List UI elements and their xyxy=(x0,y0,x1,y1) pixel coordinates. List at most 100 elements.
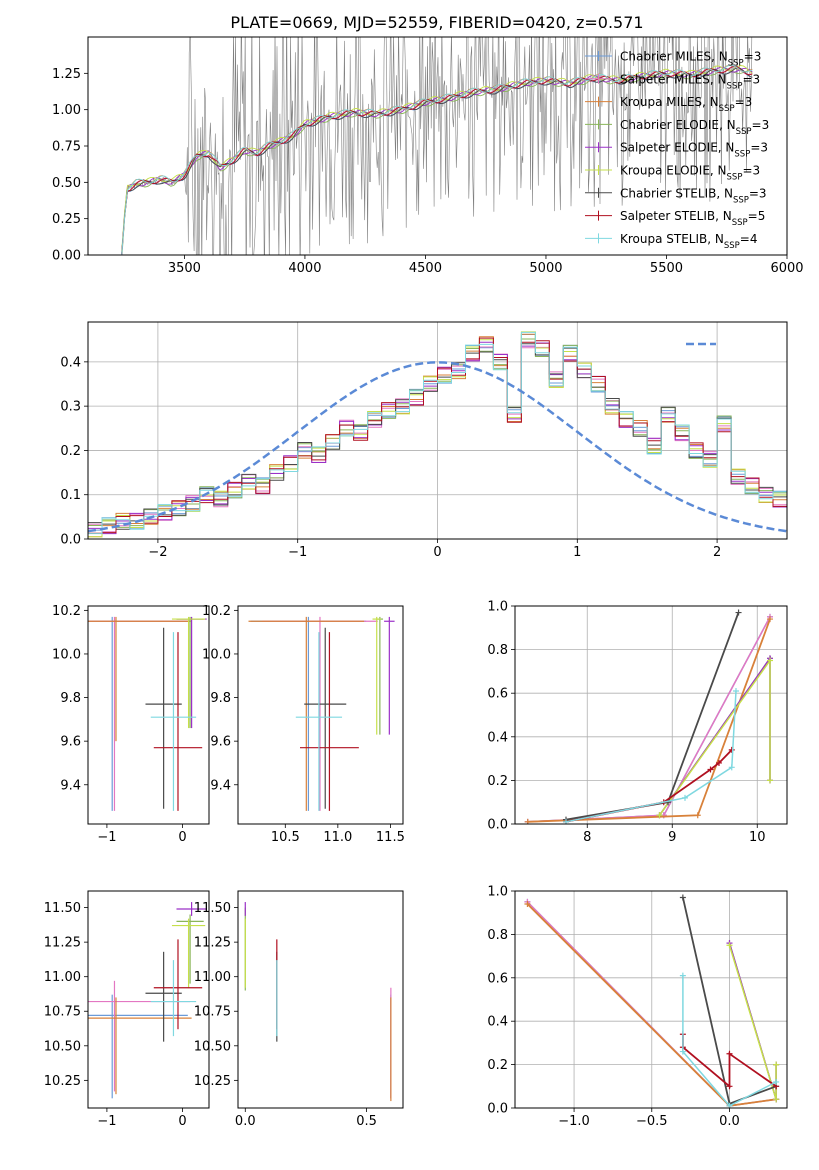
panel-massweight-vs-age: 8 9 10 0.0 0.2 0.4 0.6 0.8 1.0 xyxy=(487,600,788,845)
mass-weight-marker xyxy=(694,812,701,819)
plot-area-residuals xyxy=(88,331,787,539)
x-tick-label: 11.0 xyxy=(323,830,352,845)
y-tick-label: 11.25 xyxy=(44,936,81,951)
y-tick-label: 1.00 xyxy=(52,103,81,118)
x-tick-label: −2 xyxy=(148,545,167,560)
y-tick-label: 11.50 xyxy=(44,901,81,916)
mass-weight-marker xyxy=(767,616,773,623)
x-tick-label: 4000 xyxy=(288,261,321,276)
y-tick-label: 0.2 xyxy=(487,774,508,789)
x-tick-label: 0.0 xyxy=(235,1114,256,1129)
mass-weight-marker xyxy=(773,1096,780,1103)
y-tick-label: 9.8 xyxy=(210,691,231,706)
legend-subscript: SSP xyxy=(733,195,749,205)
axes-frame xyxy=(514,605,788,825)
x-tick-label: 10.5 xyxy=(271,830,300,845)
mass-weight-line xyxy=(565,749,733,823)
y-tick-label: 10.75 xyxy=(44,1005,81,1020)
y-tick-label: 0.00 xyxy=(52,249,81,264)
y-tick-label: 0.1 xyxy=(60,488,81,503)
y-tick-label: 10.0 xyxy=(202,647,231,662)
legend-nssp: =3 xyxy=(735,95,753,109)
x-tick-label: 5000 xyxy=(529,261,562,276)
x-tick-label: 0.5 xyxy=(356,1114,377,1129)
mass-weight-marker xyxy=(728,746,735,753)
legend-nssp: =3 xyxy=(752,118,770,132)
mass-weight-marker xyxy=(767,657,773,664)
y-tick-label: 9.4 xyxy=(210,778,231,793)
plot-area-massweight-vs-Z xyxy=(524,894,780,1108)
axes-frame xyxy=(237,605,404,825)
mass-weight-marker xyxy=(679,1048,686,1055)
mass-weight-line xyxy=(728,945,777,1100)
panel-mass-vs-EBV: 0.0 0.5 10.25 10.50 10.75 11.00 11.25 11.50 xyxy=(194,890,404,1129)
y-tick-label: 10.2 xyxy=(202,604,231,619)
y-tick-label: 0.2 xyxy=(60,444,81,459)
legend-subscript: SSP xyxy=(727,81,743,91)
y-tick-label: 11.50 xyxy=(194,901,231,916)
y-tick-label: 1.25 xyxy=(52,67,81,82)
x-tick-label: 1 xyxy=(573,545,581,560)
legend-nssp: =5 xyxy=(748,209,766,223)
mass-weight-marker xyxy=(707,766,714,773)
legend-label: Salpeter MILES, NSSP=3 xyxy=(620,72,760,91)
y-tick-label: 11.25 xyxy=(194,936,231,951)
y-tick-label: 0.75 xyxy=(52,140,81,155)
y-tick-label: 0.4 xyxy=(60,355,81,370)
mass-weight-line xyxy=(658,658,771,816)
axes-frame xyxy=(237,890,404,1109)
legend-label: Kroupa ELODIE, NSSP=3 xyxy=(620,164,760,183)
plot-area-mass-vs-Z xyxy=(88,902,207,1099)
mass-weight-marker xyxy=(726,942,733,949)
gaussian-curve xyxy=(88,361,787,533)
y-tick-label: 11.00 xyxy=(44,970,81,985)
model-spectrum-line xyxy=(121,65,753,255)
y-tick-label: 0.4 xyxy=(487,1015,508,1030)
x-tick-label: 6000 xyxy=(770,261,803,276)
x-tick-label: −1 xyxy=(97,830,116,845)
panel-spectrum: 3500 4000 4500 5000 5500 6000 0.00 0.25 0.50 0.75… xyxy=(52,36,804,276)
x-tick-label: 0 xyxy=(178,830,186,845)
panel-age-vs-mass: 10.5 11.0 11.5 9.4 9.6 9.8 10.0 10.2 xyxy=(202,604,405,845)
x-tick-label: 8 xyxy=(583,830,591,845)
plot-area-spectrum xyxy=(121,37,753,255)
legend-label: Salpeter STELIB, NSSP=5 xyxy=(620,209,765,228)
x-tick-label: −1 xyxy=(97,1114,116,1129)
mass-weight-marker xyxy=(524,901,531,908)
legend-nssp: =3 xyxy=(744,50,762,64)
mass-weight-line xyxy=(565,690,737,823)
y-tick-label: 0.50 xyxy=(52,176,81,191)
legend-label: Kroupa STELIB, NSSP=4 xyxy=(620,232,758,251)
legend-nssp: =4 xyxy=(740,232,758,246)
plot-area-age-vs-mass xyxy=(248,616,395,811)
mass-weight-marker xyxy=(679,894,686,901)
plot-area-age-vs-Z xyxy=(88,616,207,811)
y-tick-label: 9.6 xyxy=(210,735,231,750)
model-spectrum-line xyxy=(121,64,753,255)
legend-label: Chabrier STELIB, NSSP=3 xyxy=(620,186,767,205)
y-tick-label: 0.0 xyxy=(487,818,508,833)
y-tick-label: 10.0 xyxy=(52,647,81,662)
y-tick-label: 0.2 xyxy=(487,1058,508,1073)
y-tick-label: 11.00 xyxy=(194,970,231,985)
x-tick-label: 5500 xyxy=(650,261,683,276)
y-tick-label: 0.3 xyxy=(60,400,81,415)
axes-frame xyxy=(87,605,210,825)
mass-weight-marker xyxy=(728,764,735,771)
legend-subscript: SSP xyxy=(734,150,750,160)
y-tick-label: 1.0 xyxy=(487,885,508,900)
y-tick-label: 10.50 xyxy=(194,1039,231,1054)
x-tick-label: 0 xyxy=(433,545,441,560)
mass-weight-marker xyxy=(679,972,686,979)
axes-frame xyxy=(514,890,788,1109)
y-tick-label: 0.25 xyxy=(52,212,81,227)
legend-nssp: =3 xyxy=(750,141,768,155)
mass-weight-marker xyxy=(726,1083,733,1090)
y-tick-label: 10.25 xyxy=(44,1074,81,1089)
panel-mass-vs-Z: −1 0 10.25 10.50 10.75 11.00 11.25 11.50 xyxy=(44,890,210,1129)
legend-label: Kroupa MILES, NSSP=3 xyxy=(620,95,752,114)
x-tick-label: −0.5 xyxy=(636,1114,668,1129)
axes-frame xyxy=(87,36,788,256)
mass-weight-marker xyxy=(733,688,739,695)
legend-subscript: SSP xyxy=(728,59,744,69)
